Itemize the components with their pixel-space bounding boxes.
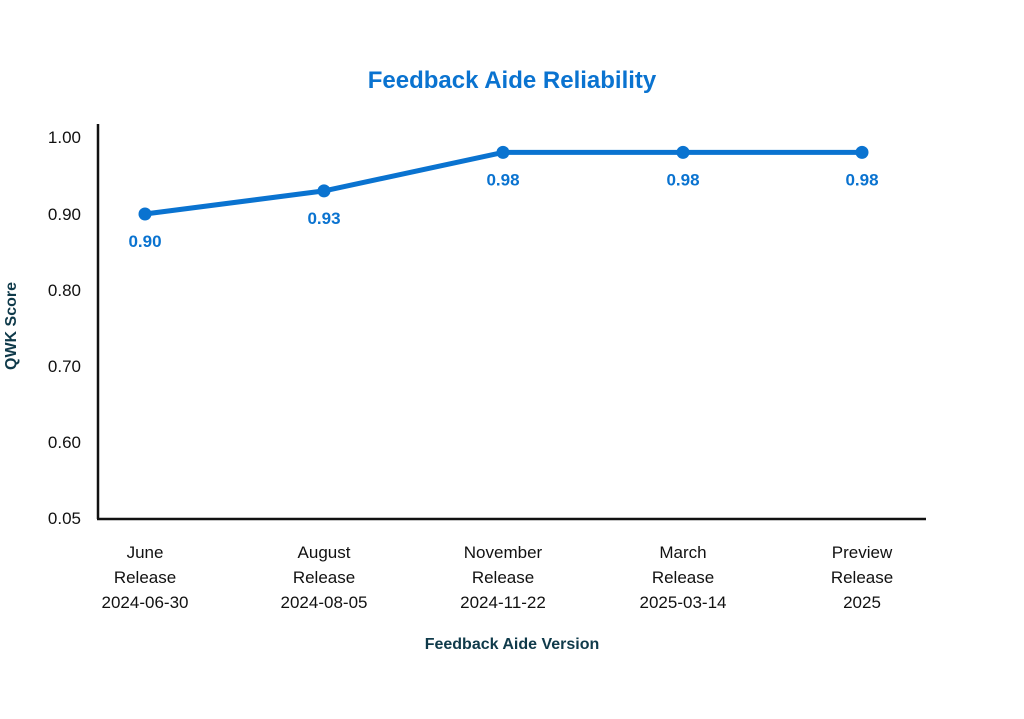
data-label: 0.90 <box>128 232 161 251</box>
data-label: 0.98 <box>666 170 699 189</box>
x-tick-label: August Release 2024-08-05 <box>281 543 368 612</box>
chart-title: Feedback Aide Reliability <box>368 67 657 94</box>
y-tick-label: 0.05 <box>48 509 81 528</box>
y-tick-label: 1.00 <box>48 128 81 147</box>
data-labels: 0.90 0.93 0.98 0.98 0.98 <box>128 170 878 251</box>
y-tick-label: 0.70 <box>48 357 81 376</box>
x-tick-label-line: November <box>464 543 543 562</box>
x-tick-label: June Release 2024-06-30 <box>102 543 189 612</box>
data-point <box>496 145 510 159</box>
x-tick-label-line: Release <box>293 568 355 587</box>
x-tick-label-line: 2024-08-05 <box>281 593 368 612</box>
x-axis-title: Feedback Aide Version <box>425 636 600 653</box>
y-ticks: 1.00 0.90 0.80 0.70 0.60 0.05 <box>48 128 81 528</box>
x-tick-label-line: Release <box>114 568 176 587</box>
data-label: 0.98 <box>486 170 519 189</box>
data-label: 0.98 <box>845 170 878 189</box>
data-point <box>317 184 331 198</box>
x-tick-label-line: August <box>298 543 351 562</box>
x-tick-label-line: Release <box>652 568 714 587</box>
x-tick-label-line: 2024-06-30 <box>102 593 189 612</box>
x-tick-label-line: Release <box>831 568 893 587</box>
data-point <box>138 207 152 221</box>
series <box>138 145 869 221</box>
x-tick-label: November Release 2024-11-22 <box>460 543 546 612</box>
x-tick-label: Preview Release 2025 <box>831 543 893 612</box>
x-tick-label-line: Preview <box>832 543 893 562</box>
x-tick-label: March Release 2025-03-14 <box>640 543 727 612</box>
data-point <box>676 145 690 159</box>
x-tick-label-line: 2024-11-22 <box>460 593 546 612</box>
x-tick-label-line: Release <box>472 568 534 587</box>
x-tick-label-line: March <box>659 543 706 562</box>
data-point <box>855 145 869 159</box>
y-tick-label: 0.60 <box>48 433 81 452</box>
x-tick-label-line: 2025 <box>843 593 881 612</box>
x-tick-label-line: 2025-03-14 <box>640 593 727 612</box>
axes <box>96 124 926 521</box>
data-label: 0.93 <box>307 209 340 228</box>
y-tick-label: 0.80 <box>48 281 81 300</box>
x-ticks: June Release 2024-06-30 August Release 2024-0… <box>102 543 894 612</box>
y-tick-label: 0.90 <box>48 205 81 224</box>
y-axis-title: QWK Score <box>3 282 20 370</box>
x-tick-label-line: June <box>127 543 164 562</box>
